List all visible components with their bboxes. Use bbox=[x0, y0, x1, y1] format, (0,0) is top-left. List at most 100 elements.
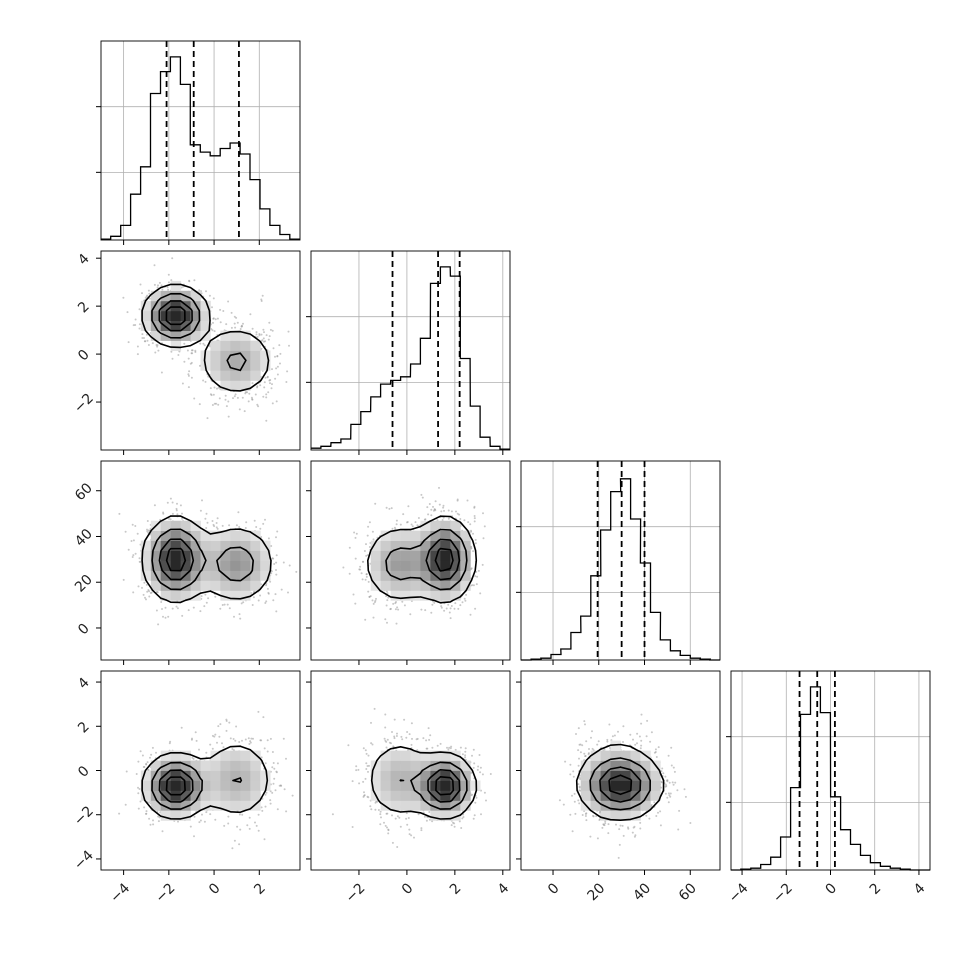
density-cell bbox=[220, 380, 231, 391]
sample-point bbox=[148, 292, 151, 295]
density-cell bbox=[180, 760, 191, 771]
sample-point bbox=[142, 593, 145, 596]
sample-point bbox=[155, 609, 158, 612]
density-cell bbox=[230, 340, 241, 351]
density-cell bbox=[210, 780, 221, 791]
sample-point bbox=[365, 543, 367, 546]
sample-point bbox=[234, 739, 237, 742]
sample-point bbox=[260, 347, 263, 350]
density-cell bbox=[210, 530, 221, 541]
sample-point bbox=[479, 766, 482, 769]
density-cell bbox=[450, 590, 461, 601]
sample-point bbox=[428, 811, 431, 813]
sample-point bbox=[181, 517, 184, 520]
sample-point bbox=[375, 597, 377, 600]
density-cell bbox=[450, 570, 461, 581]
density-cell bbox=[400, 570, 411, 581]
density-cell bbox=[230, 330, 241, 341]
sample-point bbox=[367, 525, 370, 528]
sample-point bbox=[454, 602, 457, 605]
density-cell bbox=[420, 560, 431, 571]
sample-point bbox=[373, 601, 376, 604]
sample-point bbox=[390, 507, 393, 510]
sample-point bbox=[385, 506, 388, 509]
density-cell bbox=[250, 350, 261, 361]
sample-point bbox=[208, 294, 211, 297]
sample-point bbox=[416, 524, 419, 527]
sample-point bbox=[266, 739, 269, 742]
sample-point bbox=[291, 794, 294, 797]
sample-point bbox=[425, 739, 428, 742]
sample-point bbox=[212, 297, 215, 300]
sample-point bbox=[153, 264, 156, 267]
sample-point bbox=[241, 739, 243, 742]
density-cell bbox=[230, 780, 241, 791]
sample-point bbox=[474, 575, 477, 578]
sample-point bbox=[138, 323, 141, 326]
density-cell bbox=[170, 340, 182, 351]
sample-point bbox=[245, 521, 248, 524]
sample-point bbox=[266, 587, 269, 590]
contour-line bbox=[141, 283, 270, 392]
density-cell bbox=[230, 350, 241, 361]
sample-point bbox=[136, 532, 139, 535]
sample-point bbox=[233, 315, 236, 318]
sample-point bbox=[354, 602, 357, 605]
sample-point bbox=[229, 737, 232, 740]
density-cell bbox=[180, 300, 191, 312]
density-cell bbox=[140, 770, 152, 781]
sample-point bbox=[191, 737, 193, 740]
sample-point bbox=[453, 607, 456, 610]
density-cell bbox=[190, 540, 201, 551]
density-cell bbox=[190, 580, 201, 591]
sample-point bbox=[274, 789, 277, 792]
sample-point bbox=[431, 603, 434, 606]
sample-point bbox=[169, 497, 172, 500]
density-cell bbox=[220, 360, 231, 371]
sample-point bbox=[265, 791, 268, 794]
sample-point bbox=[230, 326, 233, 329]
density-cell bbox=[230, 790, 241, 801]
density-cell bbox=[220, 750, 231, 761]
density-cell bbox=[200, 800, 211, 811]
density-cell bbox=[150, 800, 162, 811]
sample-point bbox=[259, 527, 262, 530]
sample-point bbox=[206, 417, 209, 420]
density-cell bbox=[180, 800, 191, 811]
sample-point bbox=[224, 398, 227, 401]
density-cell bbox=[440, 590, 451, 601]
density-cell bbox=[410, 540, 421, 551]
density-cell bbox=[220, 330, 231, 341]
density-cell bbox=[230, 380, 241, 391]
contour-line bbox=[367, 515, 478, 604]
sample-point bbox=[365, 554, 368, 557]
sample-point bbox=[478, 754, 481, 756]
sample-point bbox=[263, 386, 266, 389]
sample-point bbox=[157, 284, 159, 287]
contour-line bbox=[151, 528, 254, 591]
sample-point bbox=[248, 743, 251, 745]
sample-point bbox=[238, 408, 241, 411]
sample-point bbox=[352, 593, 355, 596]
sample-point bbox=[440, 605, 443, 608]
density-cell bbox=[160, 560, 171, 571]
density-cell bbox=[250, 800, 261, 811]
density-cell bbox=[220, 370, 231, 381]
density-cell bbox=[250, 370, 261, 381]
sample-point bbox=[199, 819, 202, 822]
sample-point bbox=[447, 748, 450, 751]
sample-point bbox=[406, 521, 409, 523]
sample-point bbox=[447, 603, 450, 606]
density-cell bbox=[150, 770, 162, 781]
density-cell bbox=[210, 340, 221, 351]
sample-point bbox=[175, 507, 178, 510]
density-cell bbox=[240, 590, 251, 601]
contour-line bbox=[158, 769, 194, 803]
sample-point bbox=[384, 618, 387, 621]
density-cell bbox=[380, 550, 391, 561]
sample-point bbox=[453, 825, 456, 828]
sample-point bbox=[269, 328, 272, 331]
sample-point bbox=[250, 396, 253, 399]
sample-point bbox=[230, 311, 233, 314]
sample-point bbox=[125, 770, 128, 773]
